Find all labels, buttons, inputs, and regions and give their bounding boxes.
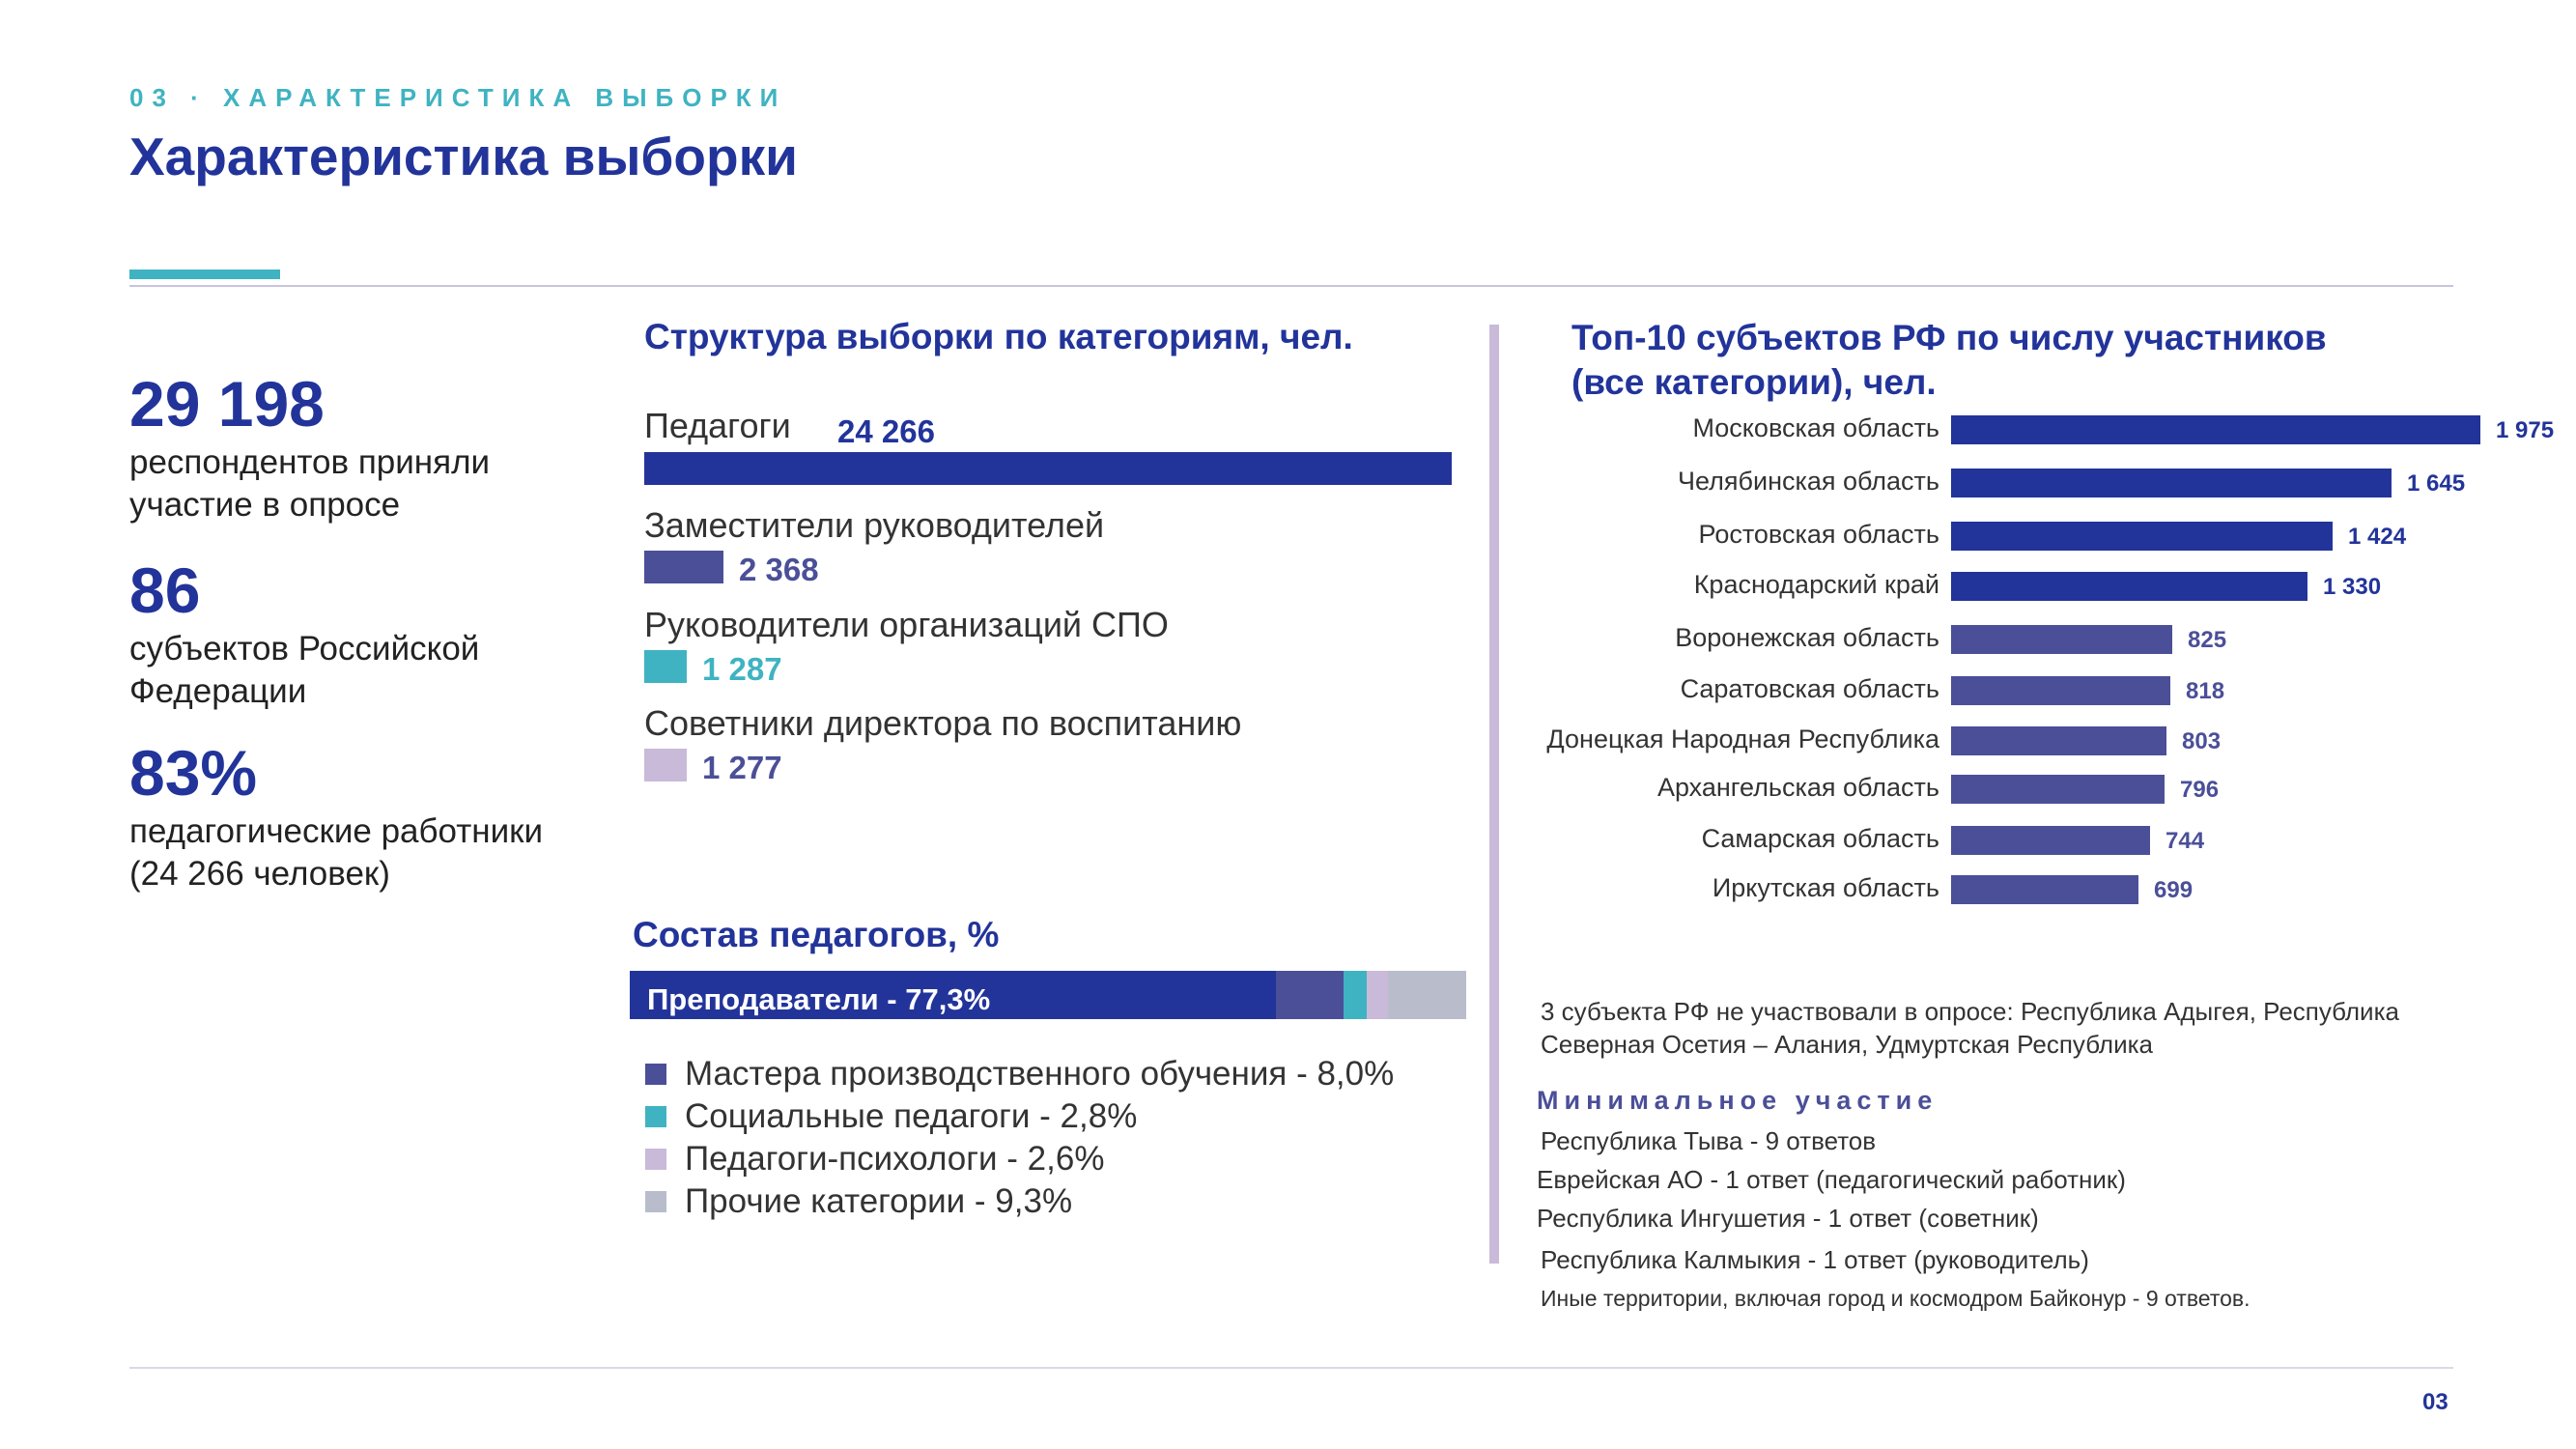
legend-label: Социальные педагоги - 2,8%	[685, 1097, 1138, 1135]
stack-bar-label: Преподаватели - 77,3%	[647, 982, 991, 1016]
region-value: 1 975	[2496, 417, 2555, 443]
stat-description: субъектов Российской Федерации	[129, 630, 480, 710]
stat-regions: 86 субъектов Российской Федерации	[129, 558, 516, 713]
region-bar	[1951, 875, 2138, 904]
category-label: Педагоги	[644, 406, 791, 445]
other-territories-note: Иные территории, включая город и космодр…	[1541, 1286, 2250, 1311]
category-label: Заместители руководителей	[644, 505, 1105, 545]
region-bar	[1951, 726, 2166, 755]
composition-chart-title: Состав педагогов, %	[633, 915, 1000, 954]
region-value: 699	[2154, 877, 2194, 903]
composition-legend: Мастера производственного обучения - 8,0…	[645, 1053, 1394, 1223]
composition-stacked-bar	[630, 971, 1466, 1019]
region-value: 1 424	[2348, 524, 2407, 550]
legend-item: Прочие категории - 9,3%	[645, 1180, 1394, 1223]
regions-chart-title: Топ-10 субъектов РФ по числу участников …	[1571, 318, 2327, 402]
region-value: 803	[2182, 728, 2222, 754]
category-label: Советники директора по воспитанию	[644, 703, 1242, 743]
legend-label: Мастера производственного обучения - 8,0…	[685, 1055, 1395, 1093]
region-bar	[1951, 826, 2150, 855]
stack-segment	[630, 971, 1277, 1019]
category-value: 2 368	[739, 552, 819, 587]
section-kicker: 03 · ХАРАКТЕРИСТИКА ВЫБОРКИ	[129, 83, 787, 112]
region-bar	[1951, 572, 2307, 601]
stack-segment	[1343, 971, 1367, 1019]
page-title: Характеристика выборки	[129, 127, 798, 186]
min-item: Республика Калмыкия - 1 ответ (руководит…	[1541, 1245, 2089, 1274]
categories-chart-title: Структура выборки по категориям, чел.	[644, 317, 1353, 356]
stat-description: педагогические работники (24 266 человек…	[129, 812, 544, 893]
legend-swatch	[645, 1149, 666, 1170]
region-value: 744	[2166, 828, 2205, 854]
minimal-participation-heading: Минимальное участие	[1537, 1086, 1939, 1115]
category-value: 24 266	[837, 413, 935, 449]
region-value: 825	[2188, 627, 2227, 653]
category-bar	[644, 749, 687, 781]
region-label: Иркутская область	[1712, 873, 1939, 902]
header-divider	[129, 285, 2453, 287]
region-label: Челябинская область	[1678, 467, 1939, 496]
legend-label: Прочие категории - 9,3%	[685, 1182, 1073, 1220]
category-bar	[644, 650, 687, 683]
legend-item: Мастера производственного обучения - 8,0…	[645, 1053, 1394, 1095]
region-label: Московская область	[1692, 413, 1940, 442]
region-bar	[1951, 522, 2333, 551]
legend-item: Педагоги-психологи - 2,6%	[645, 1138, 1394, 1180]
stats-panel: 29 198 респондентов приняли участие в оп…	[129, 372, 593, 893]
region-label: Ростовская область	[1698, 520, 1939, 549]
legend-item: Социальные педагоги - 2,8%	[645, 1095, 1394, 1138]
legend-label: Педагоги-психологи - 2,6%	[685, 1140, 1105, 1178]
legend-swatch	[645, 1191, 666, 1212]
vertical-divider	[1489, 325, 1499, 1264]
category-value: 1 277	[702, 750, 782, 785]
stat-respondents: 29 198 респондентов приняли участие в оп…	[129, 372, 593, 526]
regions-chart: Московская область 1 975 Челябинская облас…	[1352, 406, 2560, 927]
min-item: Еврейская АО - 1 ответ (педагогический р…	[1537, 1165, 2126, 1194]
region-label: Самарская область	[1701, 824, 1939, 853]
stat-description: респондентов приняли участие в опросе	[129, 443, 491, 524]
category-label: Руководители организаций СПО	[644, 605, 1169, 644]
region-label: Воронежская область	[1675, 623, 1939, 652]
stat-number: 86	[129, 554, 201, 626]
region-bar	[1951, 775, 2165, 804]
stat-teachers: 83% педагогические работники (24 266 чел…	[129, 741, 593, 895]
category-bar	[644, 452, 1452, 485]
min-item: Республика Тыва - 9 ответов	[1541, 1126, 1877, 1155]
legend-swatch	[645, 1064, 666, 1085]
categories-chart: Педагоги 24 266 Заместители руководителей 2…	[644, 406, 1456, 792]
region-label: Архангельская область	[1656, 773, 1939, 802]
region-label: Донецкая Народная Республика	[1546, 724, 1939, 753]
footer-divider	[129, 1367, 2453, 1369]
stack-segment	[1276, 971, 1344, 1019]
stat-number: 83%	[129, 737, 258, 809]
region-value: 1 330	[2323, 574, 2382, 600]
region-bar	[1951, 415, 2480, 444]
category-bar	[644, 551, 723, 583]
region-label: Саратовская область	[1680, 674, 1939, 703]
region-bar	[1951, 469, 2392, 497]
region-value: 818	[2186, 678, 2225, 704]
region-value: 1 645	[2407, 470, 2466, 497]
legend-swatch	[645, 1106, 666, 1127]
region-bar	[1951, 625, 2172, 654]
min-item: Республика Ингушетия - 1 ответ (советник…	[1537, 1204, 2039, 1233]
absent-regions-note: 3 субъекта РФ не участвовали в опросе: Р…	[1541, 997, 2399, 1059]
accent-line	[129, 270, 280, 279]
region-value: 796	[2180, 777, 2220, 803]
stack-segment	[1388, 971, 1466, 1019]
page-number: 03	[2422, 1389, 2449, 1415]
region-bar	[1951, 676, 2170, 705]
stat-number: 29 198	[129, 368, 325, 440]
stack-segment	[1366, 971, 1389, 1019]
region-label: Краснодарский край	[1693, 570, 1939, 599]
category-value: 1 287	[702, 651, 782, 687]
